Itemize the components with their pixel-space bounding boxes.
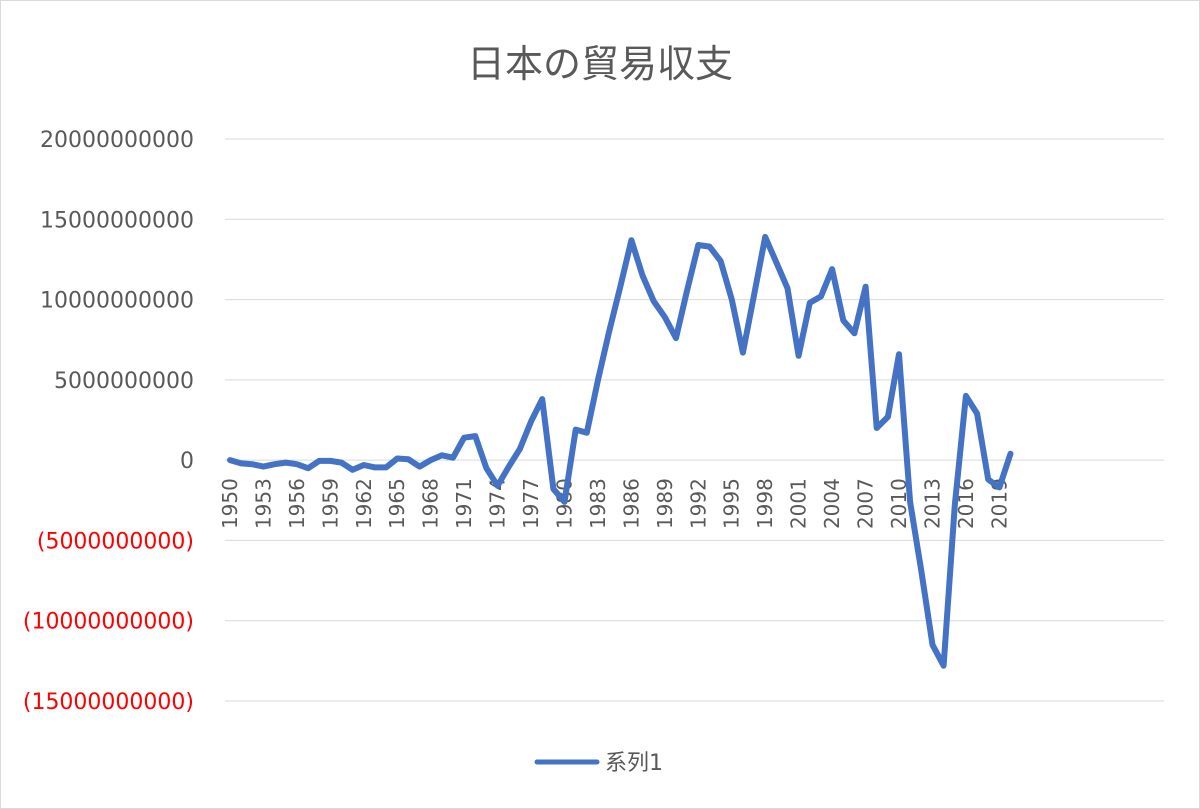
x-tick-label: 1989 <box>653 478 677 529</box>
x-tick-label: 1992 <box>686 478 710 529</box>
legend-label-series-1: 系列1 <box>605 751 663 776</box>
x-tick-label: 1983 <box>586 478 610 529</box>
y-tick-label: (15000000000) <box>23 690 194 715</box>
y-tick-label: (10000000000) <box>23 610 194 635</box>
series-layer <box>227 233 1014 669</box>
y-axis-tick-labels: 20000000000 15000000000 10000000000 5000000… <box>23 128 194 715</box>
gridlines <box>225 138 1164 702</box>
x-tick-label: 2004 <box>820 478 844 529</box>
y-tick-label: 20000000000 <box>40 128 194 153</box>
x-tick-label: 1962 <box>352 478 376 529</box>
x-tick-label: 1950 <box>218 478 242 529</box>
y-tick-label: 5000000000 <box>54 369 194 394</box>
x-tick-label: 1998 <box>753 478 777 529</box>
series-line-1[interactable] <box>227 233 1014 669</box>
legend[interactable]: 系列1 <box>534 751 663 776</box>
y-tick-label: (5000000000) <box>37 529 194 554</box>
x-tick-label: 2007 <box>854 478 878 529</box>
y-tick-label: 0 <box>180 449 194 474</box>
x-tick-label: 1995 <box>720 478 744 529</box>
x-tick-label: 1953 <box>251 478 275 529</box>
x-tick-label: 2001 <box>787 478 811 529</box>
x-tick-label: 1968 <box>419 478 443 529</box>
y-tick-label: 15000000000 <box>40 208 194 233</box>
x-axis-tick-labels: 1950 1953 1956 1959 1962 1965 1968 1971 1974 1977… <box>218 478 1011 529</box>
x-tick-label: 1986 <box>619 478 643 529</box>
x-tick-label: 1965 <box>385 478 409 529</box>
x-tick-label: 1977 <box>519 478 543 529</box>
chart-title: 日本の貿易収支 <box>467 42 733 86</box>
x-tick-label: 2013 <box>920 478 944 529</box>
y-tick-label: 10000000000 <box>40 289 194 314</box>
x-tick-label: 1959 <box>318 478 342 529</box>
x-tick-label: 1971 <box>452 478 476 529</box>
x-tick-label: 1956 <box>285 478 309 529</box>
